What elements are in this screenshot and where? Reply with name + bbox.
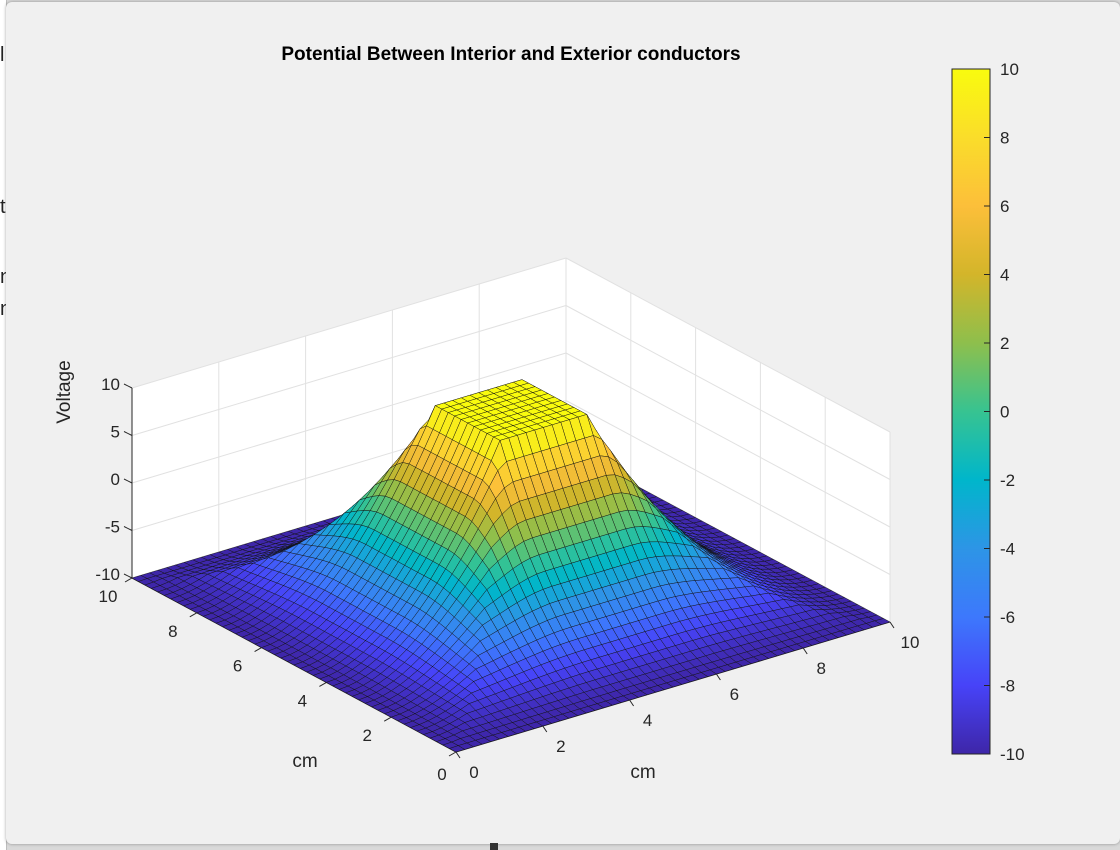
grid-line [565,305,891,480]
colorbar-tick-label: -10 [1000,745,1025,764]
x-tick-label: 6 [730,685,739,704]
surface-patch [448,745,466,753]
background-window-glyph: n [0,266,6,288]
x-tick-label: 0 [469,763,478,782]
y-tick-label: 4 [298,691,307,710]
colorbar-tick-label: 8 [1000,129,1009,148]
x-tick-label: 10 [901,633,920,652]
z-tick-mark [123,431,133,436]
colorbar-tick-label: 2 [1000,334,1009,353]
grid-line [565,400,891,575]
background-window-glyph: n [0,298,6,320]
z-axis-label: Voltage [54,360,75,423]
y-tick-mark [189,612,198,618]
x-tick-mark [455,751,461,759]
x-tick-label: 2 [556,737,565,756]
colorbar-tick-label: -2 [1000,471,1015,490]
z-tick-label: -5 [105,518,120,537]
z-tick-mark [123,573,133,579]
z-tick-label: 5 [111,423,120,442]
colorbar-tick-label: 6 [1000,197,1009,216]
grid-line [565,257,891,433]
y-tick-mark [124,577,133,583]
grid-line [131,257,567,389]
background-window-edge [490,843,498,850]
surface-plot: 0 2 4 6 8 10 0 2 4 6 8 10 -10 -5 0 5 10 Potential Betwee… [54,44,1025,784]
colorbar-ticks: -10 -8 -6 -4 -2 0 2 4 6 8 10 [984,60,1025,764]
y-tick-label: 6 [233,657,242,676]
x-axis-label: cm [630,762,655,783]
background-window-glyph: t [0,196,6,218]
grid-line [131,352,567,484]
y-tick-label: 2 [362,726,371,745]
x-tick-label: 8 [816,659,825,678]
y-tick-label: 0 [437,765,446,784]
y-tick-label: 10 [99,587,118,606]
x-tick-mark [715,673,721,681]
z-tick-mark [123,383,133,389]
z-tick-label: 0 [111,470,120,489]
x-tick-mark [889,621,895,629]
colorbar-tick-label: 0 [1000,403,1009,422]
grid-line [565,352,891,528]
y-tick-mark [254,647,262,653]
x-tick-mark [629,699,635,707]
z-tick-mark [123,526,133,531]
colorbar-tick-label: -8 [1000,677,1015,696]
x-tick-label: 4 [643,711,652,730]
colorbar-tick-label: -6 [1000,608,1015,627]
colorbar-tick-label: 10 [1000,60,1019,79]
y-tick-mark [383,716,392,722]
y-tick-mark [319,681,327,687]
z-tick-mark [123,478,133,484]
colorbar-tick-label: 4 [1000,266,1009,285]
tick-labels: 0 2 4 6 8 10 0 2 4 6 8 10 -10 -5 0 5 10 [95,375,919,784]
y-axis-label: cm [292,751,317,772]
y-tick-mark [448,751,457,757]
background-window-glyph: l [0,44,5,66]
chart-title: Potential Between Interior and Exterior … [281,44,740,65]
grid-line [131,305,567,436]
z-tick-label: 10 [101,375,120,394]
figure-window: 0 2 4 6 8 10 0 2 4 6 8 10 -10 -5 0 5 10 Potential Betwee… [6,2,1120,844]
surface-mesh [131,379,891,753]
z-tick-label: -10 [95,565,120,584]
y-tick-label: 8 [168,622,177,641]
colorbar-tick-label: -4 [1000,540,1015,559]
x-tick-mark [802,647,808,655]
x-tick-mark [542,725,548,733]
colorbar [951,68,991,755]
